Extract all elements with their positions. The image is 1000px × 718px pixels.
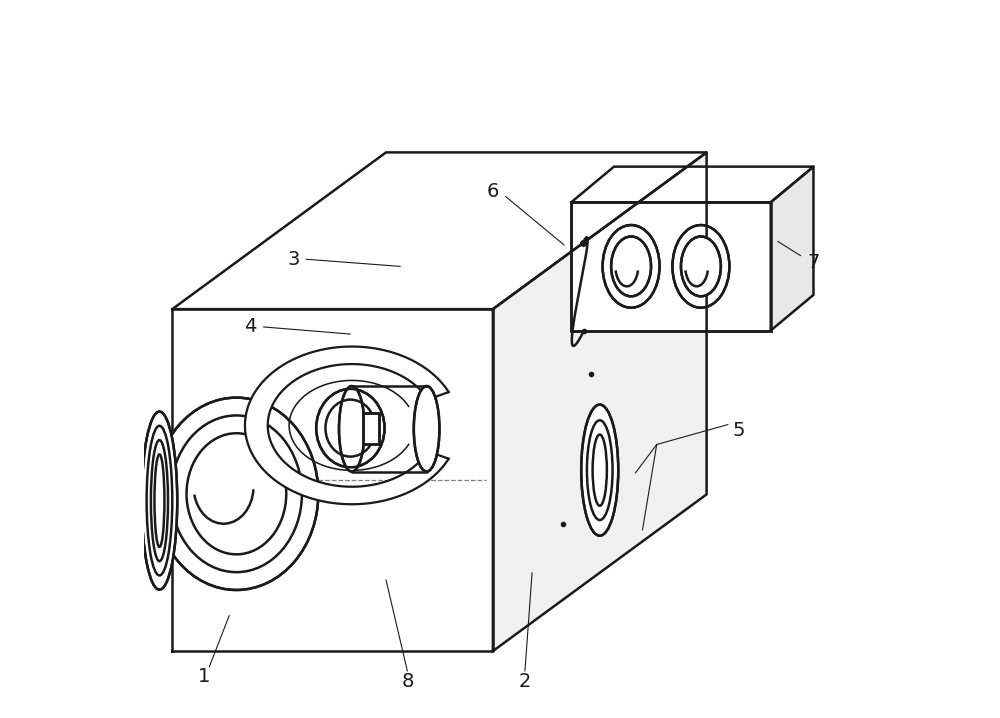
Ellipse shape (681, 236, 721, 297)
Ellipse shape (339, 386, 365, 472)
Text: 6: 6 (487, 182, 499, 201)
Text: 4: 4 (244, 317, 257, 337)
Bar (363, 413, 379, 444)
Text: 8: 8 (401, 671, 414, 691)
Polygon shape (771, 167, 813, 330)
Ellipse shape (414, 386, 439, 472)
Text: 7: 7 (807, 253, 820, 272)
Bar (571, 202, 771, 330)
Ellipse shape (611, 236, 651, 297)
Ellipse shape (603, 225, 660, 308)
Polygon shape (172, 152, 707, 309)
Ellipse shape (142, 411, 177, 589)
Text: 1: 1 (198, 666, 211, 686)
Ellipse shape (154, 398, 318, 590)
Polygon shape (245, 347, 449, 504)
Polygon shape (571, 167, 813, 202)
Text: 2: 2 (519, 671, 531, 691)
Ellipse shape (316, 389, 385, 467)
Ellipse shape (581, 405, 618, 536)
Bar (363, 413, 379, 444)
Text: 5: 5 (732, 421, 745, 439)
Text: 3: 3 (287, 250, 300, 269)
Polygon shape (172, 309, 493, 651)
Polygon shape (493, 152, 707, 651)
Ellipse shape (672, 225, 729, 308)
Bar (571, 202, 771, 330)
